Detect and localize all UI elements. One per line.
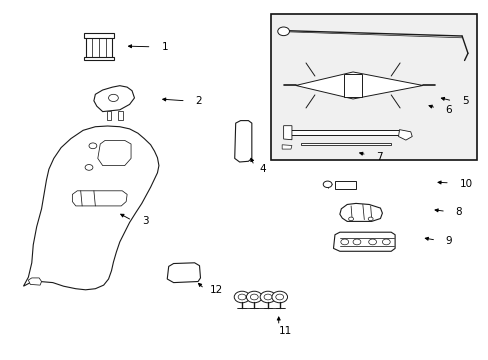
Polygon shape xyxy=(98,140,131,166)
Circle shape xyxy=(250,294,258,300)
Circle shape xyxy=(85,165,93,170)
Text: 9: 9 xyxy=(444,236,451,246)
Polygon shape xyxy=(28,278,41,285)
Circle shape xyxy=(260,291,275,303)
Polygon shape xyxy=(282,145,291,149)
Circle shape xyxy=(264,294,271,300)
Bar xyxy=(271,14,476,160)
Polygon shape xyxy=(398,130,411,140)
Text: 8: 8 xyxy=(454,207,461,217)
Circle shape xyxy=(368,239,376,245)
Circle shape xyxy=(238,294,245,300)
Bar xyxy=(334,181,355,189)
Bar xyxy=(344,74,361,97)
Bar xyxy=(84,57,114,60)
Polygon shape xyxy=(283,126,291,140)
Text: 10: 10 xyxy=(459,179,472,189)
Text: 2: 2 xyxy=(195,96,202,106)
Polygon shape xyxy=(234,121,251,162)
Circle shape xyxy=(271,291,287,303)
Bar xyxy=(300,143,390,145)
Circle shape xyxy=(340,239,348,245)
Polygon shape xyxy=(333,232,394,251)
Polygon shape xyxy=(339,203,382,221)
Circle shape xyxy=(246,291,262,303)
Polygon shape xyxy=(72,191,127,206)
Circle shape xyxy=(275,294,283,300)
Text: 7: 7 xyxy=(376,152,383,162)
Circle shape xyxy=(323,181,331,188)
Bar xyxy=(84,33,114,38)
Bar xyxy=(290,130,398,135)
Circle shape xyxy=(89,143,97,149)
Polygon shape xyxy=(106,111,111,120)
Text: 12: 12 xyxy=(210,285,223,295)
Circle shape xyxy=(382,239,389,245)
Circle shape xyxy=(348,217,353,221)
Polygon shape xyxy=(23,126,159,290)
Text: 3: 3 xyxy=(142,216,148,226)
Circle shape xyxy=(352,239,360,245)
Text: 1: 1 xyxy=(161,42,168,52)
Circle shape xyxy=(367,217,372,221)
Bar xyxy=(85,34,112,58)
Polygon shape xyxy=(118,111,123,120)
Text: 11: 11 xyxy=(278,326,291,336)
Polygon shape xyxy=(167,263,200,283)
Text: 6: 6 xyxy=(444,105,451,115)
Polygon shape xyxy=(295,72,422,99)
Circle shape xyxy=(108,94,118,102)
Circle shape xyxy=(234,291,249,303)
Text: 5: 5 xyxy=(461,96,468,106)
Text: 4: 4 xyxy=(259,164,265,174)
Polygon shape xyxy=(94,86,134,112)
Circle shape xyxy=(277,27,289,36)
